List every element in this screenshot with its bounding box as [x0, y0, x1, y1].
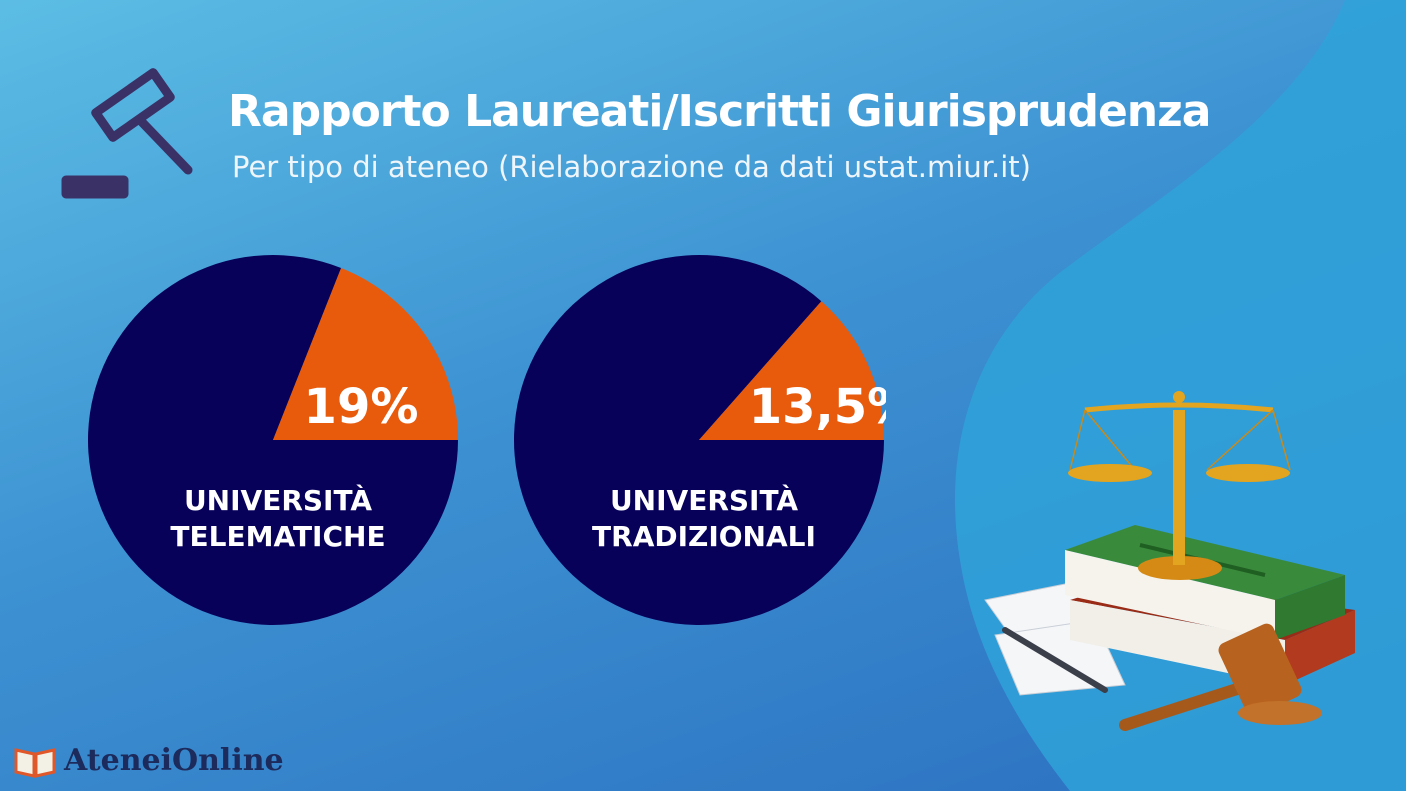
- data-label-percent: 19%: [304, 379, 419, 435]
- chart-subtitle: Per tipo di ateneo (Rielaborazione da da…: [232, 150, 1031, 184]
- pie-chart-telematiche: 19%: [87, 255, 458, 625]
- pie-slice-rest: [87, 255, 458, 625]
- label-line: UNIVERSITÀ: [183, 484, 373, 517]
- pie-slice-rest: [513, 255, 884, 626]
- pie-category-label: UNIVERSITÀ TELEMATICHE: [128, 483, 428, 555]
- pie-category-label: UNIVERSITÀ TRADIZIONALI: [554, 483, 854, 555]
- scales-books-illustration: [984, 391, 1355, 731]
- label-line: TRADIZIONALI: [592, 520, 816, 553]
- gavel-icon: [61, 68, 193, 199]
- pie-slice-ratio: [699, 301, 884, 440]
- label-line: TELEMATICHE: [170, 520, 386, 553]
- book-logo-icon: [14, 747, 56, 778]
- brand-logo: AteneiOnline: [14, 743, 284, 778]
- data-label-percent: 13,5%: [749, 379, 886, 435]
- brand-name: AteneiOnline: [64, 743, 284, 778]
- chart-title: Rapporto Laureati/Iscritti Giurisprudenz…: [228, 86, 1211, 137]
- pie-slice-ratio: [273, 267, 458, 440]
- pie-chart-tradizionali: 13,5%: [513, 255, 886, 626]
- label-line: UNIVERSITÀ: [609, 484, 799, 517]
